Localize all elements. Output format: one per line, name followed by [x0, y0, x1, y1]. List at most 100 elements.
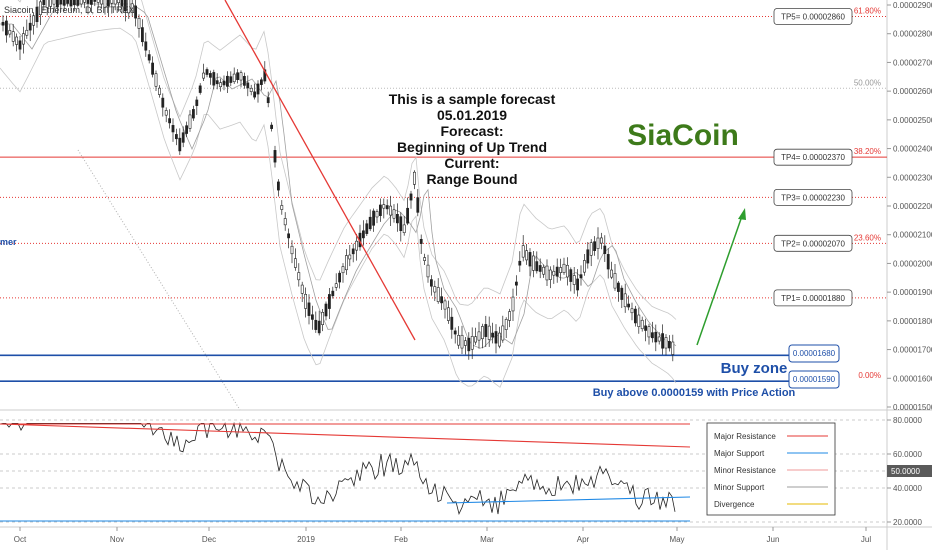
candle — [161, 93, 165, 117]
candle — [423, 253, 427, 266]
price-tick-label: 0.00002900 — [893, 1, 932, 10]
candle — [582, 254, 586, 276]
candle — [613, 263, 617, 291]
candle — [107, 0, 110, 17]
candle-body — [232, 73, 236, 83]
candle-body — [589, 242, 593, 256]
candle-body — [378, 204, 382, 216]
candle — [32, 12, 36, 35]
candle-body — [644, 325, 648, 331]
candle — [647, 323, 651, 345]
candle — [90, 0, 93, 13]
candle-body — [579, 274, 583, 279]
candle-body — [463, 340, 467, 346]
candle — [273, 145, 277, 168]
candle-body — [110, 0, 114, 4]
candle-body — [460, 334, 464, 349]
forecast-arrow-head — [738, 208, 746, 220]
candle-body — [606, 254, 610, 270]
candle-body — [202, 72, 206, 79]
candle-body — [263, 69, 267, 82]
candle-body — [18, 40, 22, 50]
time-tick-label: May — [669, 535, 684, 544]
candle — [657, 332, 661, 345]
time-tick-label: Mar — [480, 535, 494, 544]
candle — [212, 69, 216, 90]
candle-body — [175, 134, 178, 140]
candle-body — [154, 73, 158, 87]
candle-body — [552, 270, 556, 276]
candle — [205, 67, 209, 78]
candle — [249, 84, 253, 96]
forecast-line: 05.01.2019 — [437, 107, 507, 123]
candle — [640, 316, 644, 332]
candle — [671, 334, 675, 362]
candle — [195, 96, 199, 115]
candle — [327, 288, 331, 319]
candle — [552, 265, 556, 284]
candle-body — [168, 118, 172, 124]
candle — [538, 258, 542, 279]
candle-body — [45, 0, 49, 8]
candle — [484, 315, 488, 348]
candle — [593, 236, 597, 256]
target-price-label: TP2= 0.00002070 — [781, 239, 845, 248]
candle — [633, 305, 637, 327]
buy-zone-label: Buy zone — [721, 360, 788, 377]
candle — [198, 83, 202, 95]
time-tick-label: Dec — [202, 535, 216, 544]
candle-body — [86, 0, 90, 4]
candle — [317, 310, 321, 336]
candle — [603, 235, 607, 262]
candle — [487, 316, 491, 347]
candle — [117, 0, 121, 12]
fib-level-label: 61.80% — [854, 6, 881, 15]
candle-body — [654, 331, 658, 343]
candle-body — [331, 290, 335, 297]
candle — [392, 204, 396, 223]
candle — [310, 305, 314, 330]
candle — [348, 244, 352, 267]
candle — [457, 326, 461, 349]
candle-body — [120, 0, 124, 7]
candle-body — [198, 85, 202, 93]
candle — [586, 242, 590, 269]
candle-body — [531, 255, 535, 271]
candle — [243, 72, 246, 89]
candle — [100, 0, 104, 8]
candle — [219, 78, 223, 92]
diagonal-guide-line — [77, 149, 241, 411]
candle — [130, 0, 134, 17]
candle-body — [569, 269, 573, 282]
price-tick-label: 0.00002300 — [893, 173, 932, 182]
candle-body — [647, 326, 651, 338]
candle-body — [151, 62, 155, 75]
candle — [45, 0, 49, 16]
candle — [314, 311, 318, 333]
candle-body — [249, 87, 253, 92]
price-tick-label: 0.00001600 — [893, 374, 932, 383]
candle — [192, 105, 195, 121]
candle-body — [161, 97, 165, 108]
candle-body — [205, 69, 209, 75]
candle — [83, 0, 87, 9]
candle-body — [1, 21, 5, 26]
candle-body — [484, 324, 488, 337]
candle — [266, 91, 270, 108]
candle-body — [317, 320, 321, 334]
candle-body — [487, 325, 491, 340]
candle-body — [426, 264, 430, 278]
candle-body — [419, 238, 423, 244]
candle — [300, 281, 304, 303]
candle — [474, 327, 478, 345]
candle-body — [32, 15, 36, 26]
target-box-frame — [773, 8, 853, 25]
candle — [164, 107, 168, 123]
candle — [654, 324, 658, 352]
candle — [416, 189, 420, 217]
candle — [565, 257, 569, 286]
candle — [589, 239, 593, 267]
candle-body — [385, 205, 389, 210]
candle — [375, 209, 379, 224]
candle-body — [300, 284, 304, 294]
